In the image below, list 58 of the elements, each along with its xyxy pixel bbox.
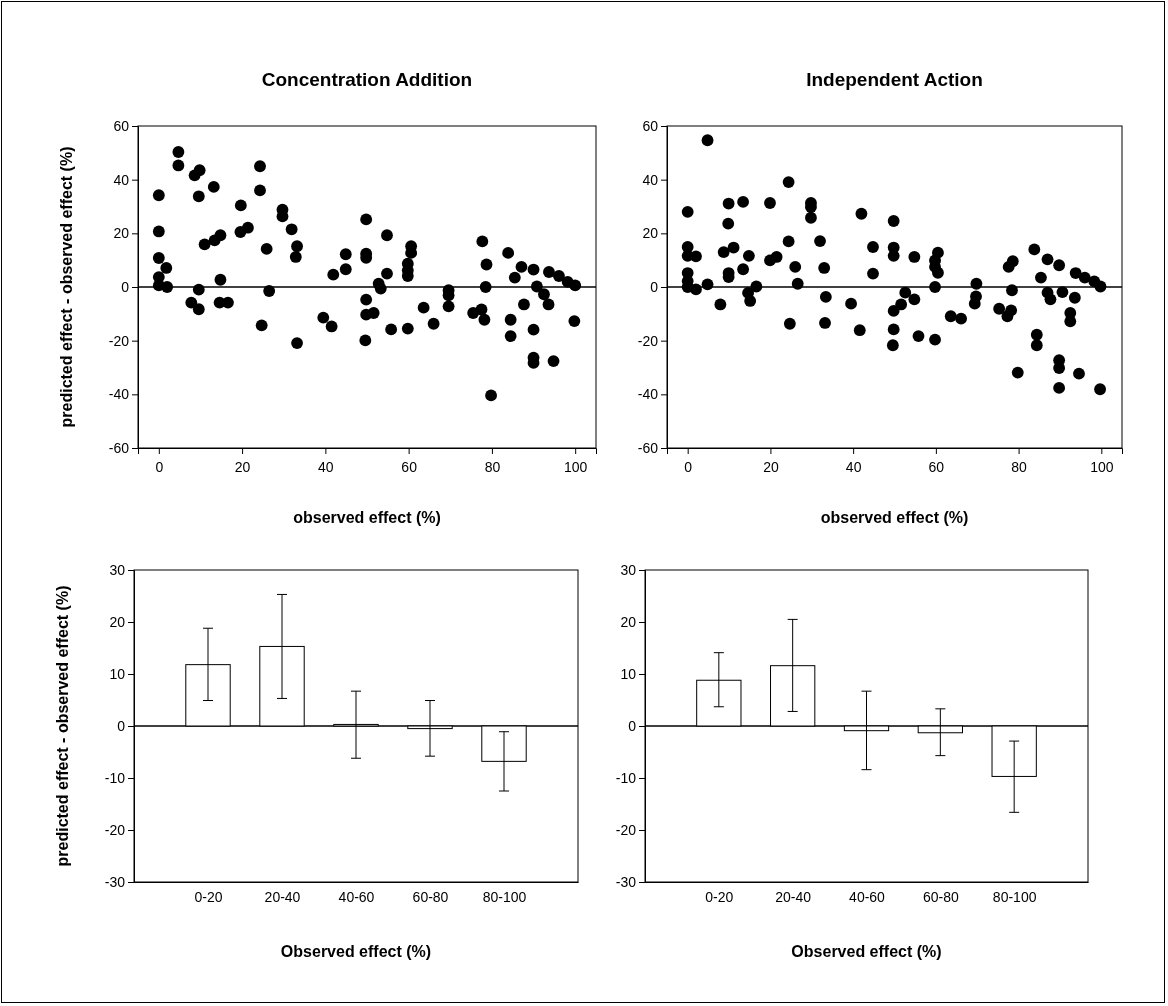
x-axis-title: Observed effect (%) bbox=[791, 943, 942, 960]
y-tick-label: -10 bbox=[615, 769, 637, 786]
x-tick-label: 100 bbox=[564, 458, 588, 475]
x-tick-label: 80 bbox=[1011, 458, 1028, 475]
x-axis-title: Observed effect (%) bbox=[280, 943, 432, 960]
y-axis-title: predicted effect - observed effect (%) bbox=[54, 585, 71, 867]
y-tick-label: -20 bbox=[615, 821, 637, 838]
y-tick-label: 40 bbox=[113, 171, 130, 188]
chart-title: Independent Action bbox=[806, 69, 983, 90]
y-tick-label: -20 bbox=[637, 332, 659, 349]
y-tick-label: -60 bbox=[637, 439, 659, 456]
y-tick-label: -10 bbox=[104, 769, 126, 786]
y-tick-label: 30 bbox=[620, 561, 637, 578]
y-axis-title: predicted effect - observed effect (%) bbox=[58, 146, 75, 428]
x-tick-label: 0 bbox=[684, 458, 693, 475]
y-tick-label: 40 bbox=[642, 171, 659, 188]
y-tick-label: -30 bbox=[104, 873, 126, 890]
x-axis-title: observed effect (%) bbox=[820, 509, 969, 526]
y-tick-label: -20 bbox=[108, 332, 130, 349]
x-tick-label: 20-40 bbox=[775, 888, 812, 905]
chart-title: Concentration Addition bbox=[261, 69, 473, 90]
y-tick-label: -40 bbox=[108, 386, 130, 403]
y-tick-label: 0 bbox=[121, 278, 130, 295]
x-tick-label: 80-100 bbox=[992, 888, 1037, 905]
x-tick-label: 80 bbox=[484, 458, 501, 475]
y-tick-label: 20 bbox=[620, 613, 637, 630]
y-tick-label: -60 bbox=[108, 439, 130, 456]
x-tick-label: 40-60 bbox=[338, 888, 375, 905]
x-tick-label: 0-20 bbox=[705, 888, 734, 905]
x-tick-label: 60 bbox=[401, 458, 418, 475]
x-tick-label: 0 bbox=[155, 458, 164, 475]
y-tick-label: 0 bbox=[117, 717, 126, 734]
x-tick-label: 40-60 bbox=[849, 888, 886, 905]
y-tick-label: -40 bbox=[637, 386, 659, 403]
y-tick-label: 20 bbox=[642, 225, 659, 242]
x-tick-label: 60-80 bbox=[922, 888, 959, 905]
y-tick-label: 20 bbox=[109, 613, 126, 630]
x-tick-label: 20-40 bbox=[264, 888, 301, 905]
x-axis-title: observed effect (%) bbox=[293, 509, 441, 526]
x-tick-label: 80-100 bbox=[482, 888, 527, 905]
x-tick-label: 100 bbox=[1090, 458, 1114, 475]
y-tick-label: 30 bbox=[109, 561, 126, 578]
x-tick-label: 40 bbox=[845, 458, 862, 475]
y-tick-label: 0 bbox=[650, 278, 659, 295]
x-tick-label: 20 bbox=[234, 458, 251, 475]
y-tick-label: 10 bbox=[620, 665, 637, 682]
y-tick-label: 60 bbox=[113, 117, 130, 134]
y-tick-label: 20 bbox=[113, 225, 130, 242]
x-tick-label: 20 bbox=[763, 458, 779, 475]
x-tick-label: 60 bbox=[928, 458, 945, 475]
y-tick-label: 10 bbox=[109, 665, 126, 682]
y-tick-label: 0 bbox=[628, 717, 637, 734]
y-tick-label: -30 bbox=[615, 873, 637, 890]
y-tick-label: -20 bbox=[104, 821, 126, 838]
x-tick-label: 60-80 bbox=[412, 888, 449, 905]
x-tick-label: 0-20 bbox=[194, 888, 223, 905]
x-tick-label: 40 bbox=[318, 458, 334, 475]
y-tick-label: 60 bbox=[642, 117, 659, 134]
